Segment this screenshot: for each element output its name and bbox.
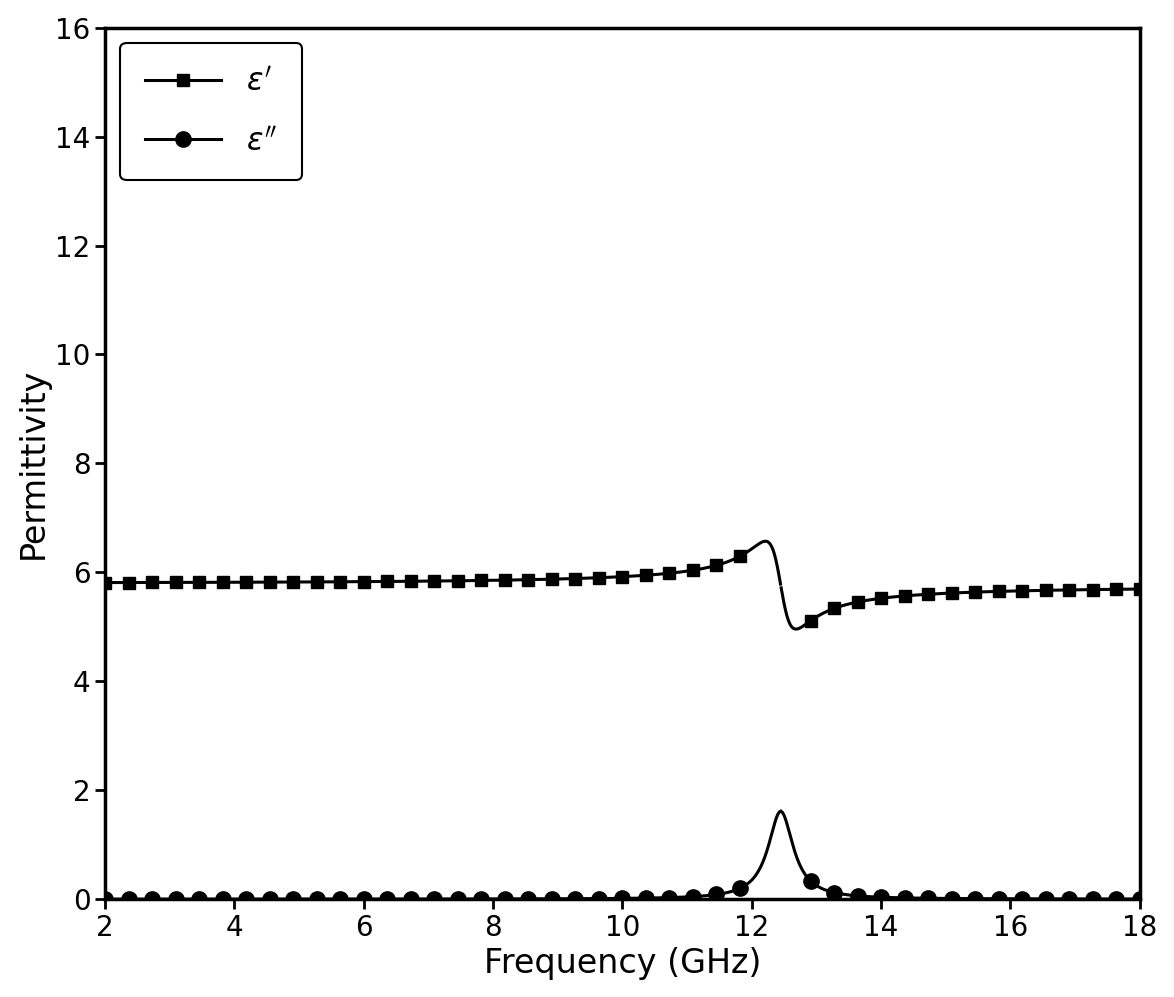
X-axis label: Frequency (GHz): Frequency (GHz) (484, 947, 761, 980)
Y-axis label: Permittivity: Permittivity (16, 368, 49, 559)
Legend: $\varepsilon'$, $\varepsilon''$: $\varepsilon'$, $\varepsilon''$ (121, 43, 302, 180)
